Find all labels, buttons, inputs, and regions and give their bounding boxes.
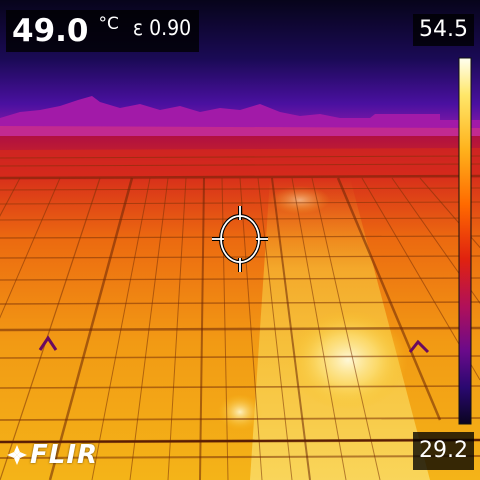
scale-min-label-box: 29.2	[413, 432, 474, 470]
hotspot-large	[288, 310, 408, 410]
panel-bracket-right	[408, 339, 430, 354]
scale-min-value: 29.2	[419, 438, 468, 463]
flir-logo: FLIR	[6, 440, 98, 470]
emissivity-value: ε 0.90	[132, 16, 192, 40]
scale-max-label-box: 54.5	[413, 14, 474, 46]
flir-logo-icon	[7, 445, 27, 465]
temperature-unit: °C	[98, 14, 119, 34]
panel-frame-edge	[0, 439, 480, 443]
color-scale-bar	[458, 57, 472, 425]
spot-temperature: 49.0	[12, 12, 89, 49]
temperature-readout: 49.0 °C ε 0.90	[6, 10, 200, 52]
panel-bracket-left	[38, 335, 58, 351]
flir-logo-text: FLIR	[30, 440, 99, 470]
hotspot-small	[218, 394, 262, 430]
scale-max-value: 54.5	[419, 17, 468, 42]
crosshair-icon	[212, 206, 268, 272]
hotspot-top	[270, 186, 330, 214]
